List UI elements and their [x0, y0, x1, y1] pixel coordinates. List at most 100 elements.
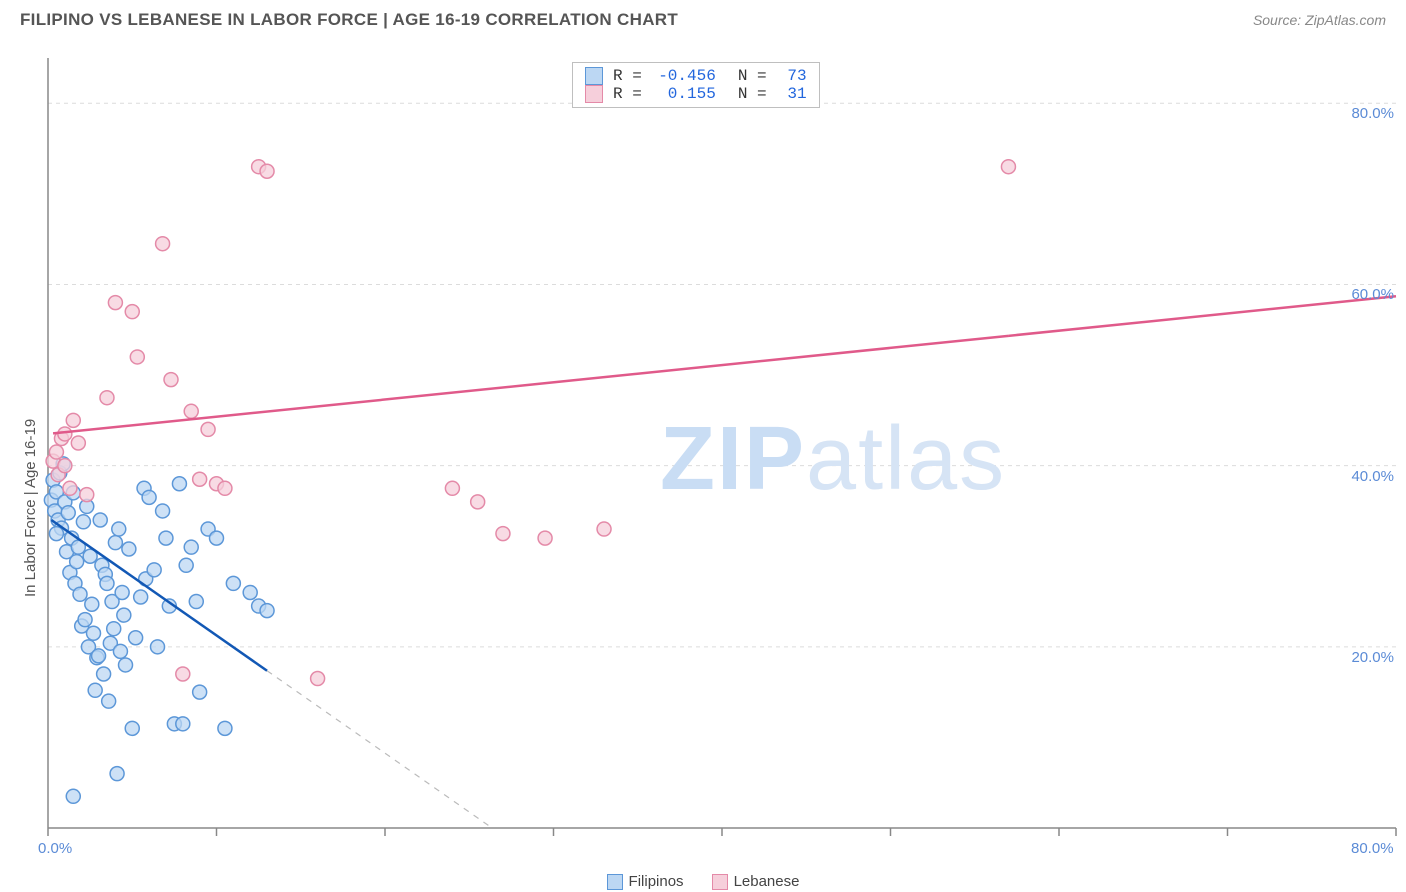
scatter-point: [597, 522, 611, 536]
scatter-point: [115, 585, 129, 599]
r-label: R =: [613, 67, 642, 85]
scatter-point: [172, 477, 186, 491]
scatter-point: [260, 164, 274, 178]
scatter-point: [100, 576, 114, 590]
scatter-point: [86, 626, 100, 640]
scatter-point: [119, 658, 133, 672]
scatter-point: [80, 488, 94, 502]
y-tick-label: 40.0%: [1351, 468, 1394, 485]
chart-svg: [0, 38, 1406, 892]
scatter-point: [113, 644, 127, 658]
scatter-point: [122, 542, 136, 556]
scatter-point: [66, 789, 80, 803]
legend-item: Lebanese: [712, 873, 800, 890]
scatter-point: [70, 555, 84, 569]
scatter-point: [147, 563, 161, 577]
scatter-point: [112, 522, 126, 536]
y-axis-title: In Labor Force | Age 16-19: [22, 419, 39, 597]
scatter-point: [108, 536, 122, 550]
scatter-point: [226, 576, 240, 590]
scatter-point: [125, 305, 139, 319]
scatter-point: [210, 531, 224, 545]
scatter-point: [218, 481, 232, 495]
scatter-point: [445, 481, 459, 495]
scatter-point: [76, 515, 90, 529]
n-label: N =: [738, 67, 767, 85]
n-value: 31: [777, 85, 807, 103]
scatter-point: [184, 540, 198, 554]
scatter-point: [61, 506, 75, 520]
n-label: N =: [738, 85, 767, 103]
x-tick-label: 0.0%: [38, 840, 72, 857]
scatter-point: [125, 721, 139, 735]
legend-swatch: [585, 85, 603, 103]
scatter-point: [107, 622, 121, 636]
series-legend: Filipinos Lebanese: [0, 873, 1406, 892]
scatter-point: [496, 527, 510, 541]
scatter-point: [156, 504, 170, 518]
chart-area: ZIPatlas In Labor Force | Age 16-19 R =-…: [0, 38, 1406, 892]
scatter-point: [134, 590, 148, 604]
scatter-point: [311, 672, 325, 686]
scatter-point: [184, 404, 198, 418]
scatter-point: [164, 373, 178, 387]
scatter-point: [201, 422, 215, 436]
legend-label: Filipinos: [629, 873, 684, 890]
scatter-point: [102, 694, 116, 708]
legend-swatch: [585, 67, 603, 85]
scatter-point: [142, 490, 156, 504]
y-tick-label: 80.0%: [1351, 105, 1394, 122]
r-label: R =: [613, 85, 642, 103]
scatter-point: [193, 472, 207, 486]
scatter-point: [243, 585, 257, 599]
y-tick-label: 20.0%: [1351, 649, 1394, 666]
scatter-point: [78, 613, 92, 627]
scatter-point: [93, 513, 107, 527]
scatter-point: [151, 640, 165, 654]
x-tick-label: 80.0%: [1351, 840, 1394, 857]
scatter-point: [66, 413, 80, 427]
scatter-point: [63, 481, 77, 495]
scatter-point: [73, 587, 87, 601]
scatter-point: [1001, 160, 1015, 174]
scatter-point: [97, 667, 111, 681]
scatter-point: [471, 495, 485, 509]
scatter-point: [100, 391, 114, 405]
chart-source: Source: ZipAtlas.com: [1253, 12, 1386, 28]
y-tick-label: 60.0%: [1351, 286, 1394, 303]
scatter-point: [156, 237, 170, 251]
scatter-point: [218, 721, 232, 735]
legend-label: Lebanese: [734, 873, 800, 890]
stats-legend: R = -0.456 N = 73 R = 0.155 N = 31: [572, 62, 820, 108]
stats-legend-row: R = 0.155 N = 31: [585, 85, 807, 103]
scatter-point: [189, 595, 203, 609]
scatter-point: [71, 436, 85, 450]
scatter-point: [49, 445, 63, 459]
scatter-point: [179, 558, 193, 572]
scatter-point: [92, 649, 106, 663]
trend-line-extension: [1008, 296, 1396, 336]
scatter-point: [159, 531, 173, 545]
legend-swatch: [712, 874, 728, 890]
r-value: -0.456: [652, 67, 716, 85]
legend-item: Filipinos: [607, 873, 684, 890]
legend-swatch: [607, 874, 623, 890]
scatter-point: [49, 527, 63, 541]
scatter-point: [117, 608, 131, 622]
scatter-point: [260, 604, 274, 618]
scatter-point: [130, 350, 144, 364]
stats-legend-row: R = -0.456 N = 73: [585, 67, 807, 85]
n-value: 73: [777, 67, 807, 85]
scatter-point: [176, 667, 190, 681]
r-value: 0.155: [652, 85, 716, 103]
chart-header: FILIPINO VS LEBANESE IN LABOR FORCE | AG…: [0, 0, 1406, 34]
scatter-point: [110, 767, 124, 781]
scatter-point: [129, 631, 143, 645]
scatter-point: [176, 717, 190, 731]
scatter-point: [108, 296, 122, 310]
scatter-point: [538, 531, 552, 545]
trend-line: [53, 336, 1008, 434]
scatter-point: [193, 685, 207, 699]
chart-title: FILIPINO VS LEBANESE IN LABOR FORCE | AG…: [20, 10, 678, 30]
scatter-point: [85, 597, 99, 611]
